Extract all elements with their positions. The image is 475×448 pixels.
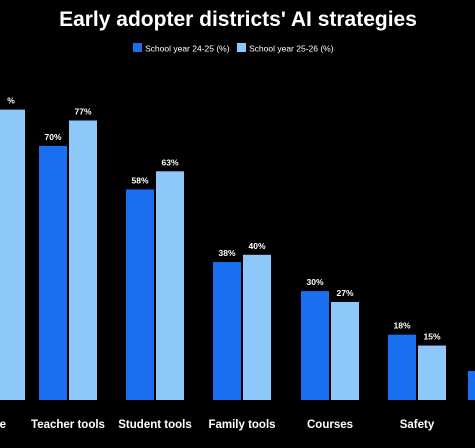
x-tick-label-2: Student tools [118,419,191,431]
bar-series-1-cat-5 [388,334,416,400]
data-label-series-1-cat-2: 58% [131,175,148,185]
x-tick-label-0: e [0,419,6,431]
x-axis-ticks: e Teacher tools Student tools Family tools C… [0,419,435,431]
x-tick-label-4: Courses [307,419,353,431]
chart-title: Early adopter districts' AI strategies [59,8,417,31]
bars [0,109,475,401]
data-label-series-1-cat-3: 38% [218,248,235,258]
bar-series-2-cat-3 [243,254,271,400]
bar-series-2-cat-4 [331,301,359,400]
legend-label-series-2: School year 25-26 (%) [249,44,334,54]
data-label-series-2-cat-5: 15% [423,332,440,342]
data-label-series-2-cat-4: 27% [336,288,353,298]
legend-label-series-1: School year 24-25 (%) [145,44,230,54]
legend-swatch-series-1 [133,43,142,52]
x-tick-label-1: Teacher tools [31,419,105,431]
bar-series-1-cat-2 [126,189,154,400]
data-label-series-2-cat-0: % [7,96,15,106]
data-label-series-1-cat-4: 30% [306,277,323,287]
bar-series-2-cat-0 [0,109,25,400]
data-labels: 70% 58% 38% 30% 18%% 77% 63% 40% 27% 15% [7,96,441,342]
data-label-series-1-cat-5: 18% [393,321,410,331]
x-tick-label-3: Family tools [208,419,275,431]
bar-series-1-cat-6 [468,370,475,400]
data-label-series-2-cat-1: 77% [74,106,91,116]
legend: School year 24-25 (%) School year 25-26 … [133,43,334,54]
data-label-series-1-cat-1: 70% [44,132,61,142]
data-label-series-2-cat-3: 40% [248,241,265,251]
bar-series-2-cat-5 [418,345,446,400]
bar-series-1-cat-1 [39,145,67,400]
x-tick-label-5: Safety [400,419,435,431]
bar-series-2-cat-1 [69,120,97,401]
bar-series-1-cat-4 [301,291,329,400]
data-label-series-2-cat-2: 63% [161,157,178,167]
bar-series-1-cat-3 [213,262,241,400]
legend-swatch-series-2 [237,43,246,52]
bar-series-2-cat-2 [156,171,184,400]
